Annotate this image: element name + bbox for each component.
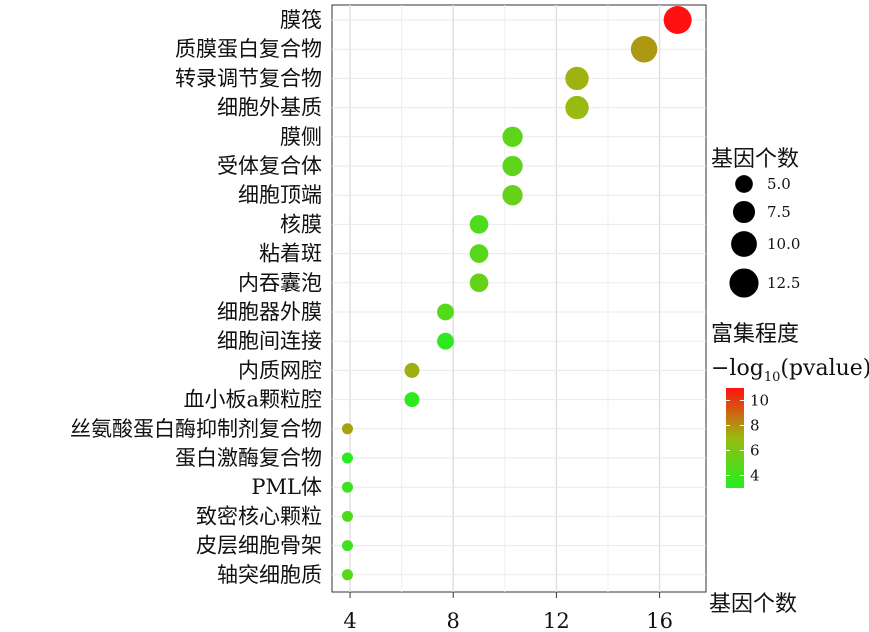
category-label: 血小板a颗粒腔 <box>183 388 322 412</box>
data-point <box>437 303 454 321</box>
category-label: 膜侧 <box>280 125 322 149</box>
x-tick-label: 12 <box>543 609 570 632</box>
category-label: 受体复合体 <box>217 154 322 178</box>
x-tick-label: 16 <box>646 609 673 632</box>
x-axis: 4 8 12 16 <box>343 592 673 632</box>
color-legend-label: 4 <box>750 467 760 485</box>
category-label: 粘着斑 <box>259 242 322 266</box>
category-label: 轴突细胞质 <box>217 563 322 587</box>
color-legend-bar <box>726 388 744 488</box>
data-point <box>630 35 658 63</box>
size-legend-label: 7.5 <box>767 203 791 221</box>
data-point <box>404 392 420 408</box>
color-legend-subtitle: −log10(pvalue) <box>711 356 869 385</box>
size-legend-label: 5.0 <box>767 175 791 193</box>
size-legend-dot <box>732 200 756 224</box>
data-point <box>341 452 353 464</box>
category-label: 蛋白激酶复合物 <box>175 446 322 470</box>
data-point <box>437 332 454 350</box>
size-legend-label: 10.0 <box>767 235 800 253</box>
size-legend: 基因个数 5.0 7.5 10.0 12.5 <box>711 147 800 298</box>
category-label: 细胞间连接 <box>217 329 322 353</box>
plot-area <box>331 4 707 593</box>
category-label: 丝氨酸蛋白酶抑制剂复合物 <box>70 417 322 441</box>
color-legend-label: 6 <box>750 442 760 460</box>
data-point <box>469 215 489 234</box>
data-point <box>341 510 353 522</box>
x-axis-title: 基因个数 <box>709 592 797 617</box>
category-label: 核膜 <box>280 212 322 236</box>
color-legend: 富集程度 −log10(pvalue) 10 8 6 4 <box>711 322 869 488</box>
data-point <box>502 155 523 177</box>
category-label: 细胞器外膜 <box>217 300 322 324</box>
x-tick-label: 8 <box>447 609 460 632</box>
data-point <box>341 423 353 435</box>
data-point <box>404 362 420 378</box>
category-label: 转录调节复合物 <box>175 66 322 90</box>
data-point <box>469 244 489 263</box>
size-legend-label: 12.5 <box>767 274 800 292</box>
data-point <box>565 66 589 91</box>
category-label: 皮层细胞骨架 <box>196 534 322 558</box>
data-point <box>565 95 589 120</box>
data-point <box>502 126 523 147</box>
category-label: 膜筏 <box>280 8 322 32</box>
size-legend-title: 基因个数 <box>711 147 799 172</box>
category-label: 内吞囊泡 <box>238 271 322 295</box>
category-label: 细胞顶端 <box>238 183 322 207</box>
data-point <box>663 6 692 34</box>
data-point <box>341 569 353 581</box>
color-legend-label: 8 <box>750 417 760 435</box>
data-point <box>341 481 353 493</box>
data-point <box>502 185 523 206</box>
data-point <box>341 540 353 552</box>
color-legend-title: 富集程度 <box>711 322 799 347</box>
category-label: 质膜蛋白复合物 <box>175 37 322 61</box>
color-legend-label: 10 <box>750 392 769 410</box>
size-legend-dot <box>735 175 753 193</box>
category-label: 细胞外基质 <box>217 96 322 120</box>
category-label: 致密核心颗粒 <box>196 504 322 528</box>
data-point <box>469 273 489 293</box>
size-legend-dot <box>731 231 757 257</box>
size-legend-dot <box>729 268 759 298</box>
category-label: PML体 <box>251 475 322 499</box>
category-label: 内质网腔 <box>238 358 322 382</box>
category-labels: 膜筏质膜蛋白复合物转录调节复合物细胞外基质膜侧受体复合体细胞顶端核膜粘着斑内吞囊… <box>70 8 322 587</box>
x-tick-label: 4 <box>343 609 356 632</box>
plot-frame <box>331 4 707 593</box>
